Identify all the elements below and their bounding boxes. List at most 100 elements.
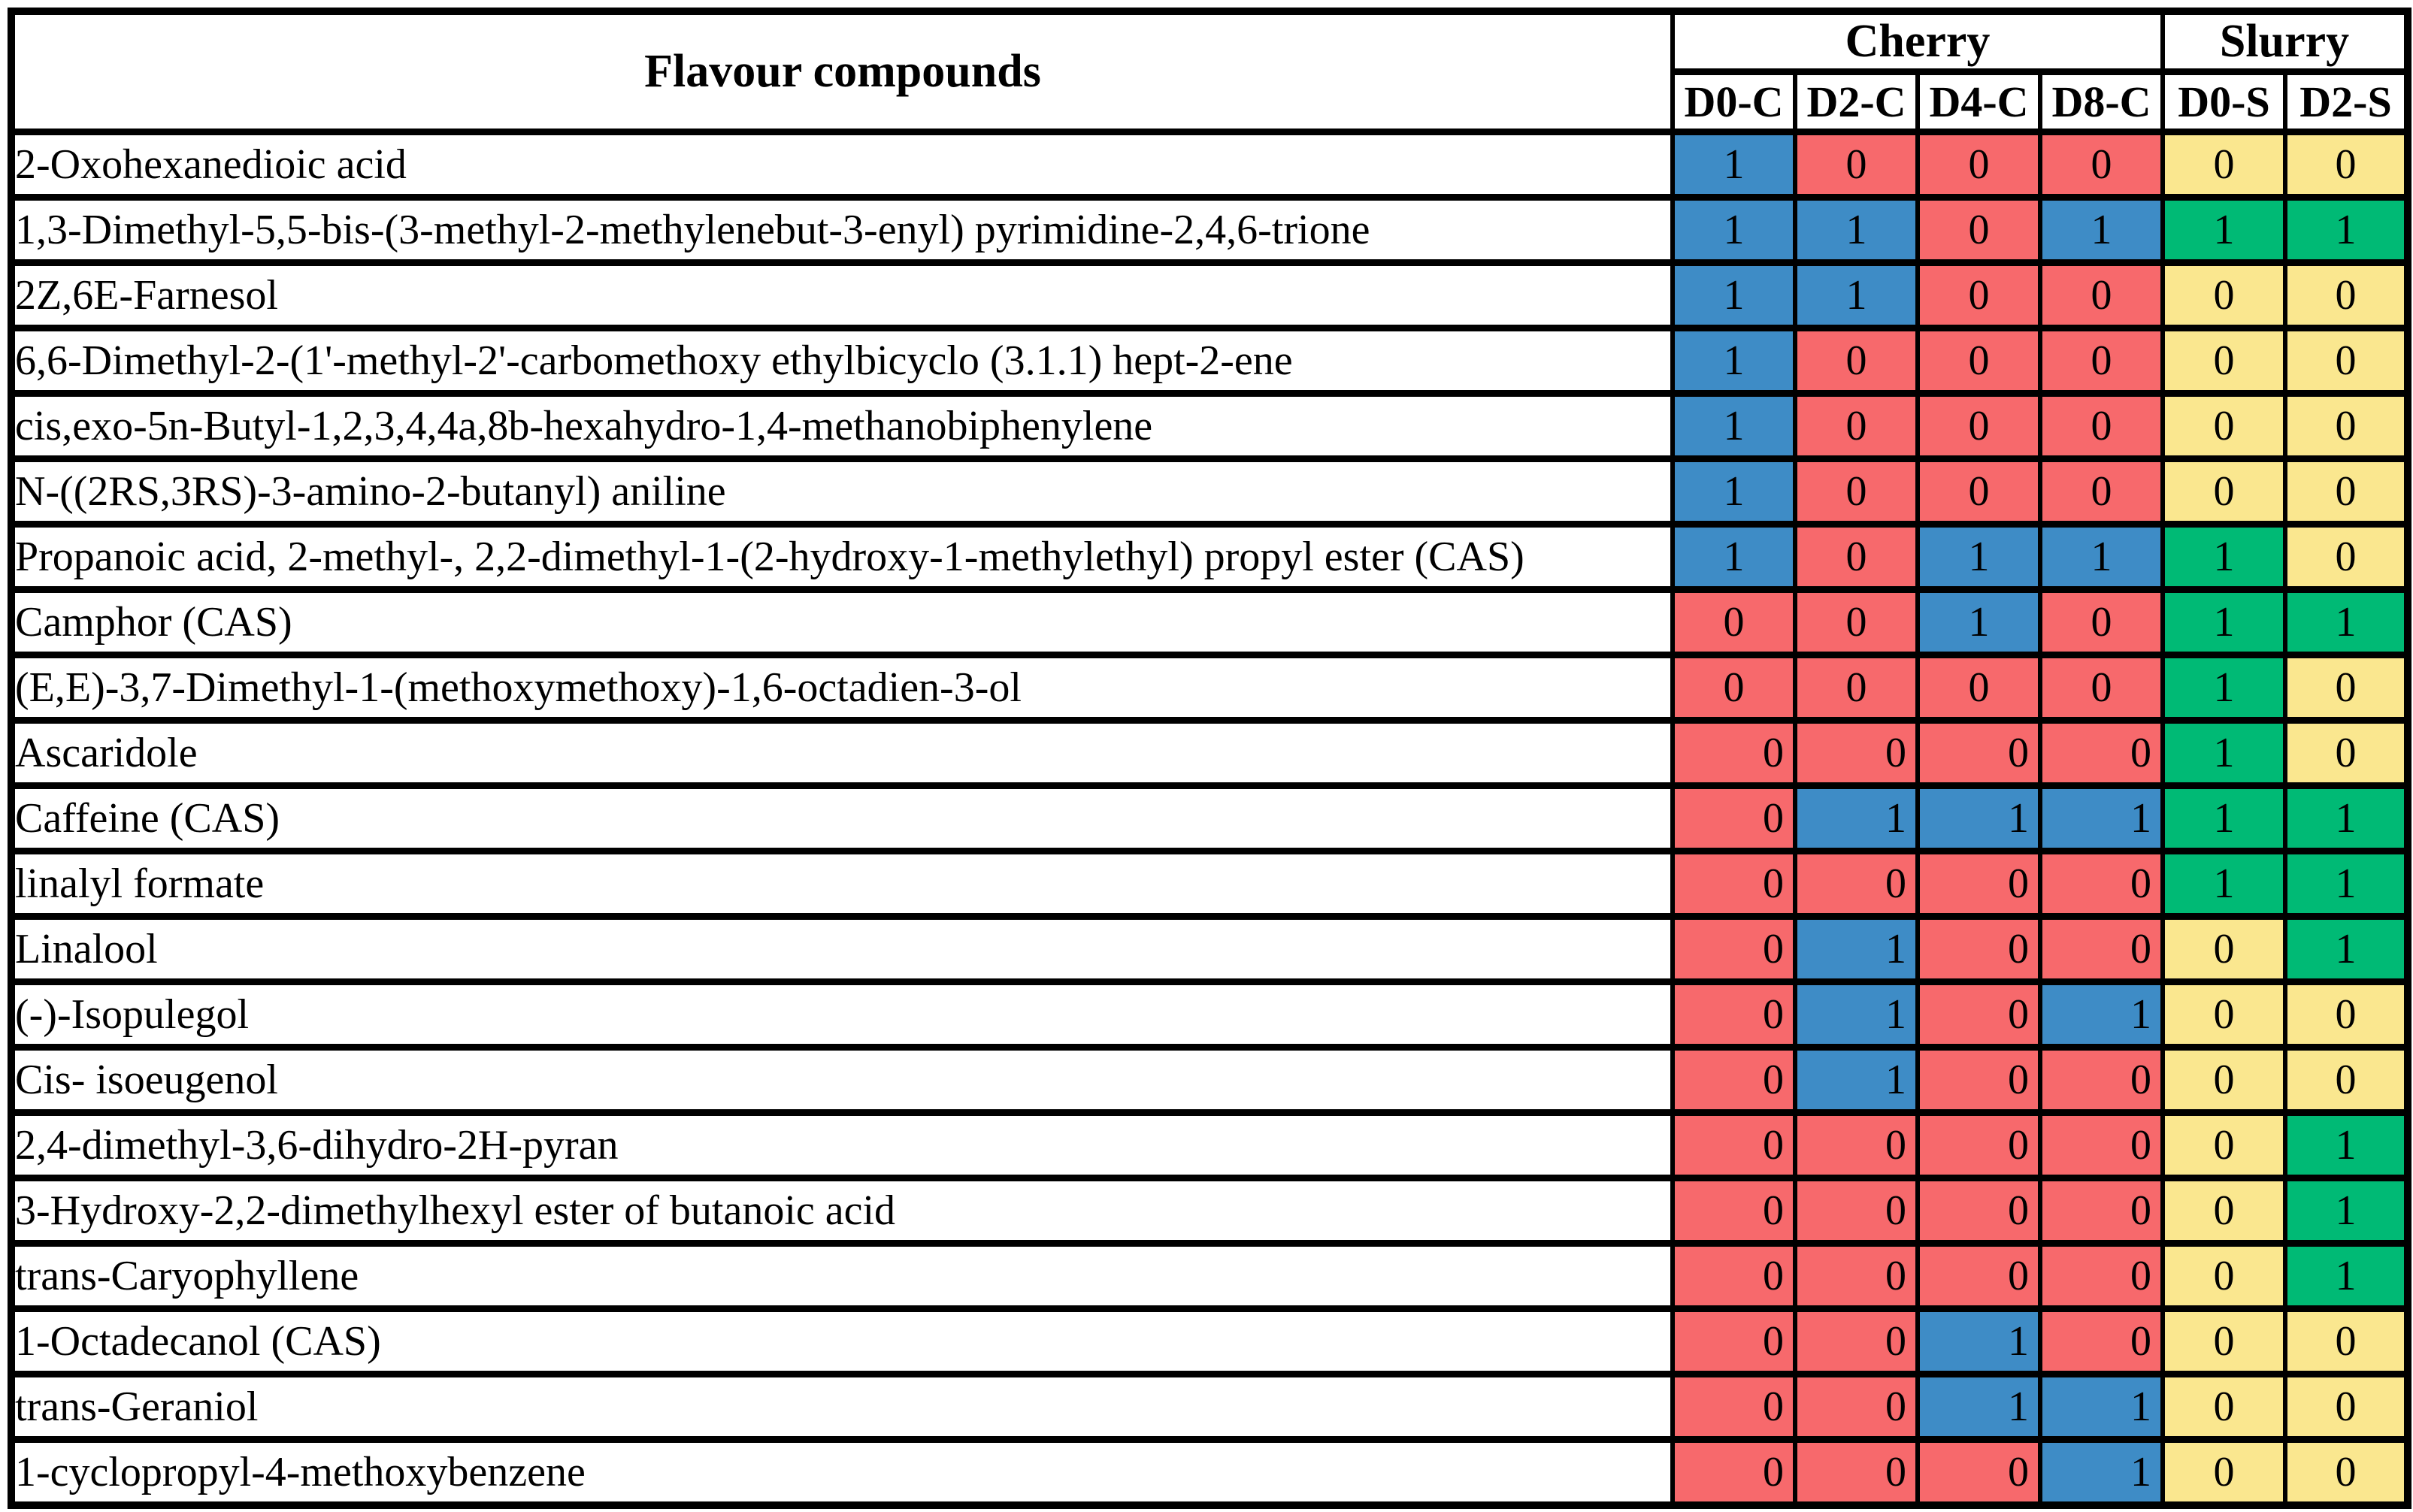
cherry-value-cell: 1 [1915, 1371, 2042, 1443]
table-row: 2-Oxohexanedioic acid 1 0 0 0 0 0 [9, 129, 2411, 201]
cherry-value-cell: 0 [1915, 717, 2042, 789]
cherry-value-cell: 0 [1915, 259, 2042, 331]
compound-name-cell: 2Z,6E-Farnesol [9, 259, 1675, 331]
cherry-value-cell: 0 [2038, 390, 2165, 462]
table-row: Cis- isoeugenol 0 1 0 0 0 0 [9, 1044, 2411, 1116]
cherry-value-cell: 0 [1793, 390, 1920, 462]
slurry-value-cell: 0 [2160, 1175, 2287, 1247]
cherry-value-cell: 1 [1670, 455, 1797, 528]
table-row: Camphor (CAS) 0 0 1 0 1 1 [9, 586, 2411, 658]
cherry-value-cell: 0 [1793, 1371, 1920, 1443]
cherry-value-cell: 0 [1793, 1109, 1920, 1181]
table-row: 1-Octadecanol (CAS) 0 0 1 0 0 0 [9, 1305, 2411, 1377]
slurry-value-cell: 0 [2160, 1436, 2287, 1508]
cherry-value-cell: 0 [1670, 1305, 1797, 1377]
table-row: Propanoic acid, 2-methyl-, 2,2-dimethyl-… [9, 521, 2411, 593]
compound-name-cell: Cis- isoeugenol [9, 1044, 1675, 1116]
cherry-value-cell: 0 [2038, 1240, 2165, 1312]
header-row-columns: D0-C D2-C D4-C D8-C D0-S D2-S [11, 68, 2411, 135]
slurry-value-cell: 1 [2282, 848, 2411, 920]
cherry-value-cell: 0 [1670, 717, 1797, 789]
cherry-value-cell: 1 [1793, 194, 1920, 266]
cherry-value-cell: 0 [1670, 978, 1797, 1051]
compound-name-cell: (-)-Isopulegol [9, 978, 1675, 1051]
column-header-d2s: D2-S [2282, 68, 2411, 135]
compound-name-cell: (E,E)-3,7-Dimethyl-1-(methoxymethoxy)-1,… [9, 652, 1675, 724]
cherry-value-cell: 1 [1670, 259, 1797, 331]
flavour-compounds-table: Flavour compounds Cherry Slurry D0-C D2-… [8, 8, 2412, 1509]
cherry-value-cell: 1 [1670, 390, 1797, 462]
cherry-value-cell: 0 [2038, 652, 2165, 724]
slurry-value-cell: 1 [2282, 1240, 2411, 1312]
cherry-value-cell: 1 [2038, 978, 2165, 1051]
slurry-value-cell: 0 [2282, 259, 2411, 331]
compound-name-cell: 3-Hydroxy-2,2-dimethylhexyl ester of but… [9, 1175, 1675, 1247]
table-row: 3-Hydroxy-2,2-dimethylhexyl ester of but… [9, 1175, 2411, 1247]
cherry-value-cell: 0 [1915, 1044, 2042, 1116]
cherry-value-cell: 0 [2038, 717, 2165, 789]
cherry-value-cell: 1 [2038, 1436, 2165, 1508]
cherry-value-cell: 0 [1915, 194, 2042, 266]
column-header-d0s: D0-S [2160, 68, 2287, 135]
slurry-value-cell: 0 [2160, 1109, 2287, 1181]
slurry-value-cell: 0 [2160, 259, 2287, 331]
slurry-value-cell: 1 [2282, 913, 2411, 985]
slurry-value-cell: 1 [2160, 717, 2287, 789]
compound-name-cell: 2-Oxohexanedioic acid [9, 129, 1675, 201]
cherry-value-cell: 0 [1915, 1436, 2042, 1508]
cherry-value-cell: 0 [1793, 652, 1920, 724]
cherry-value-cell: 1 [1915, 782, 2042, 854]
column-header-d2c: D2-C [1793, 68, 1920, 135]
slurry-value-cell: 1 [2160, 521, 2287, 593]
slurry-value-cell: 1 [2160, 652, 2287, 724]
table-row: 1,3-Dimethyl-5,5-bis-(3-methyl-2-methyle… [9, 194, 2411, 266]
cherry-value-cell: 1 [2038, 1371, 2165, 1443]
cherry-value-cell: 1 [1670, 521, 1797, 593]
cherry-value-cell: 0 [1670, 913, 1797, 985]
cherry-value-cell: 1 [1915, 1305, 2042, 1377]
cherry-value-cell: 0 [1915, 325, 2042, 397]
cherry-value-cell: 0 [2038, 1109, 2165, 1181]
table-row: trans-Geraniol 0 0 1 1 0 0 [9, 1371, 2411, 1443]
header-row-groups: Flavour compounds Cherry Slurry [9, 8, 2411, 135]
cherry-value-cell: 0 [1915, 455, 2042, 528]
compound-name-cell: Caffeine (CAS) [9, 782, 1675, 854]
table-body: 2-Oxohexanedioic acid 1 0 0 0 0 0 1,3-Dimethyl-… [9, 129, 2411, 1508]
cherry-value-cell: 1 [1670, 325, 1797, 397]
slurry-value-cell: 1 [2282, 782, 2411, 854]
cherry-value-cell: 0 [1793, 1175, 1920, 1247]
compound-name-cell: N-((2RS,3RS)-3-amino-2-butanyl) aniline [9, 455, 1675, 528]
slurry-value-cell: 0 [2282, 978, 2411, 1051]
cherry-value-cell: 0 [1670, 586, 1797, 658]
cherry-value-cell: 0 [2038, 586, 2165, 658]
table-row: (E,E)-3,7-Dimethyl-1-(methoxymethoxy)-1,… [9, 652, 2411, 724]
cherry-value-cell: 0 [2038, 1175, 2165, 1247]
table-row: Caffeine (CAS) 0 1 1 1 1 1 [9, 782, 2411, 854]
slurry-value-cell: 0 [2282, 1436, 2411, 1508]
slurry-value-cell: 0 [2160, 129, 2287, 201]
slurry-value-cell: 0 [2160, 1044, 2287, 1116]
cherry-value-cell: 0 [1670, 1436, 1797, 1508]
cherry-value-cell: 0 [1915, 978, 2042, 1051]
cherry-value-cell: 0 [1793, 129, 1920, 201]
slurry-value-cell: 0 [2160, 978, 2287, 1051]
cherry-value-cell: 1 [1915, 521, 2042, 593]
slurry-value-cell: 1 [2160, 848, 2287, 920]
cherry-value-cell: 0 [1915, 1109, 2042, 1181]
cherry-value-cell: 1 [1793, 259, 1920, 331]
cherry-value-cell: 0 [1915, 390, 2042, 462]
corner-header-flavour-compounds: Flavour compounds [9, 8, 1675, 135]
column-header-d8c: D8-C [2038, 68, 2165, 135]
compound-name-cell: Camphor (CAS) [9, 586, 1675, 658]
group-header-cherry: Cherry [1670, 8, 2165, 75]
cherry-value-cell: 0 [1793, 717, 1920, 789]
cherry-value-cell: 1 [1793, 1044, 1920, 1116]
slurry-value-cell: 0 [2282, 325, 2411, 397]
slurry-value-cell: 0 [2160, 1240, 2287, 1312]
cherry-value-cell: 0 [2038, 325, 2165, 397]
column-header-d4c: D4-C [1915, 68, 2042, 135]
compound-name-cell: trans-Geraniol [9, 1371, 1675, 1443]
slurry-value-cell: 1 [2282, 194, 2411, 266]
compound-name-cell: Linalool [9, 913, 1675, 985]
table-row: trans-Caryophyllene 0 0 0 0 0 1 [9, 1240, 2411, 1312]
